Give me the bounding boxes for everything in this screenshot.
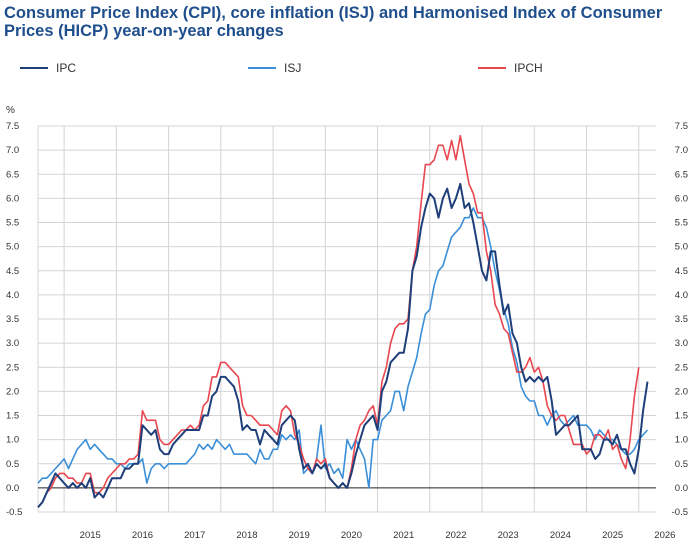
y-tick-label: 0.5: [675, 459, 688, 470]
legend: IPC ISJ IPCH: [20, 61, 543, 75]
y-tick-label: 5.0: [6, 242, 19, 253]
y-tick-label: 2.0: [6, 386, 19, 397]
y-tick-label: 0.0: [6, 483, 19, 494]
y-tick-label: 3.5: [6, 314, 19, 325]
y-tick-label: 5.5: [675, 218, 688, 229]
y-tick-label: 3.0: [6, 338, 19, 349]
y-tick-label: 2.0: [675, 386, 688, 397]
y-tick-label: 2.5: [6, 362, 19, 373]
series-line-isj: [37, 207, 649, 489]
x-tick-label: 2019: [289, 530, 310, 541]
y-tick-label: 1.5: [675, 411, 688, 422]
y-tick-label: 1.5: [6, 411, 19, 422]
y-tick-label: 6.5: [675, 169, 688, 180]
y-tick-label: 1.0: [675, 435, 688, 446]
left-y-axis: 7.5 7.0 6.5 6.0 5.5 5.0 4.5 4.0 3.5 3.0 2.5 2.0 1.5 1…: [6, 121, 22, 518]
legend-label: IPC: [56, 61, 76, 75]
y-tick-label: 0.5: [6, 459, 19, 470]
y-tick-label: 4.5: [6, 266, 19, 277]
y-tick-label: 5.0: [675, 242, 688, 253]
series-lines: [37, 134, 649, 508]
y-axis-unit-label: %: [6, 105, 15, 116]
y-tick-label: 6.5: [6, 169, 19, 180]
y-tick-label: 5.5: [6, 218, 19, 229]
series-line-ipch: [37, 134, 640, 508]
grid-lines: [37, 125, 656, 513]
y-tick-label: 7.0: [6, 145, 19, 156]
y-tick-label: 3.0: [675, 338, 688, 349]
y-tick-label: 4.5: [675, 266, 688, 277]
legend-label: ISJ: [284, 61, 301, 75]
y-tick-label: 2.5: [675, 362, 688, 373]
chart-title: Consumer Price Index (CPI), core inflati…: [4, 4, 663, 40]
y-tick-label: -0.5: [672, 507, 688, 518]
y-tick-label: 4.0: [6, 290, 19, 301]
x-tick-label: 2020: [341, 530, 362, 541]
x-axis: 2015 2016 2017 2018 2019 2020 2021 2022 2023 2024…: [80, 530, 676, 541]
right-y-axis: 7.5 7.0 6.5 6.0 5.5 5.0 4.5 4.0 3.5 3.0 2.5 2.0 1.5 1…: [672, 121, 688, 518]
legend-label: IPCH: [514, 61, 543, 75]
x-tick-label: 2016: [132, 530, 153, 541]
y-tick-label: 7.0: [675, 145, 688, 156]
x-tick-label: 2022: [445, 530, 466, 541]
x-tick-label: 2018: [236, 530, 257, 541]
y-tick-label: 7.5: [6, 121, 19, 132]
series-line-ipc: [37, 182, 649, 508]
y-tick-label: 1.0: [6, 435, 19, 446]
y-tick-label: -0.5: [6, 507, 22, 518]
y-tick-label: 4.0: [675, 290, 688, 301]
x-tick-label: 2023: [498, 530, 519, 541]
x-tick-label: 2017: [184, 530, 205, 541]
y-tick-label: 7.5: [675, 121, 688, 132]
x-tick-label: 2025: [602, 530, 623, 541]
y-tick-label: 0.0: [675, 483, 688, 494]
x-tick-label: 2026: [654, 530, 675, 541]
y-tick-label: 6.0: [6, 193, 19, 204]
x-tick-label: 2024: [550, 530, 571, 541]
x-tick-label: 2021: [393, 530, 414, 541]
y-tick-label: 3.5: [675, 314, 688, 325]
y-tick-label: 6.0: [675, 193, 688, 204]
x-tick-label: 2015: [80, 530, 101, 541]
